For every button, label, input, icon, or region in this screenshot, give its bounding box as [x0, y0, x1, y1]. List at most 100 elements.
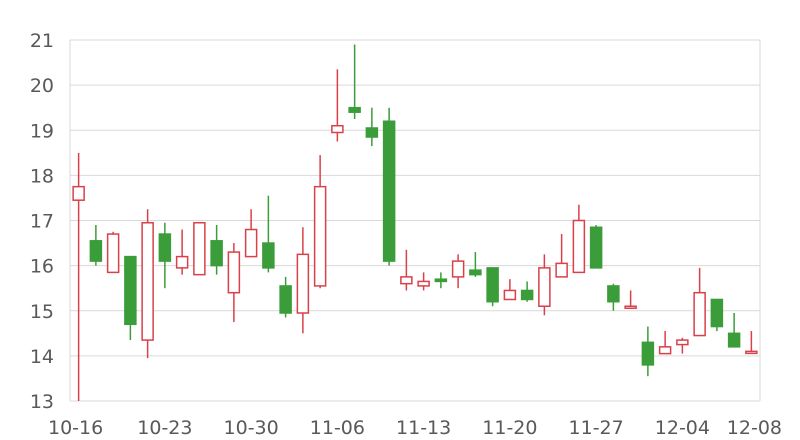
- candle-12-06: [710, 298, 724, 332]
- x-tick-label: 10-16: [48, 417, 103, 439]
- candle-11-08: [365, 107, 379, 147]
- candle-body: [331, 124, 344, 134]
- candle-body: [106, 233, 120, 274]
- x-axis-ticks: 10-16 10-23 10-30 11-06 11-13 11-20 11-27 12-04…: [48, 417, 782, 439]
- candle-10-16: [72, 152, 85, 401]
- y-tick-label: 16: [30, 256, 54, 278]
- candle-body: [89, 240, 103, 262]
- y-tick-label: 17: [30, 211, 54, 233]
- candle-body: [175, 255, 189, 269]
- candle-11-15: [451, 254, 465, 289]
- gridlines: [69, 39, 761, 402]
- candle-body: [745, 350, 758, 355]
- x-tick-label: 11-20: [482, 417, 537, 439]
- candles: [72, 44, 758, 401]
- candle-body: [227, 251, 241, 294]
- candle-body: [538, 267, 551, 307]
- candle-body: [434, 278, 448, 283]
- y-tick-label: 19: [30, 120, 54, 142]
- candle-11-17: [486, 267, 499, 307]
- candle-10-26: [210, 225, 223, 275]
- candle-11-07: [348, 44, 361, 119]
- x-tick-label: 10-23: [137, 417, 192, 439]
- candle-body: [693, 291, 706, 337]
- candle-body: [589, 226, 603, 269]
- candle-10-30: [244, 209, 258, 258]
- candle-body: [486, 267, 499, 303]
- candle-body: [658, 346, 672, 355]
- y-tick-label: 15: [30, 301, 54, 323]
- candle-body: [727, 332, 741, 348]
- candle-10-20: [141, 209, 154, 359]
- x-tick-label: 10-30: [224, 417, 279, 439]
- candle-body: [520, 289, 534, 301]
- candle-11-06: [331, 69, 344, 142]
- candle-11-14: [434, 272, 448, 289]
- candle-body: [572, 219, 586, 274]
- x-tick-label: 11-06: [310, 417, 365, 439]
- candle-12-08: [745, 331, 758, 355]
- candle-11-09: [382, 107, 396, 266]
- candle-10-18: [106, 231, 120, 274]
- candle-body: [313, 185, 327, 287]
- candle-body: [555, 262, 568, 278]
- candle-body: [451, 260, 465, 278]
- candle-body: [244, 228, 258, 258]
- y-tick-label: 21: [30, 30, 54, 52]
- candle-12-05: [693, 267, 706, 337]
- candle-body: [72, 185, 85, 201]
- candle-11-23: [555, 234, 568, 278]
- y-tick-label: 14: [30, 346, 54, 368]
- candle-11-10: [400, 249, 413, 291]
- candle-11-28: [607, 283, 620, 311]
- candle-11-30: [641, 326, 655, 377]
- candle-body: [193, 222, 206, 276]
- candle-11-27: [589, 225, 603, 269]
- candle-10-24: [175, 229, 189, 275]
- candle-body: [348, 106, 361, 113]
- candle-12-04: [676, 337, 689, 354]
- candle-body: [607, 285, 620, 303]
- y-tick-label: 13: [30, 391, 54, 413]
- candle-11-21: [520, 281, 534, 302]
- candle-12-07: [727, 313, 741, 348]
- candle-body: [503, 289, 517, 301]
- candle-body: [400, 276, 413, 285]
- y-tick-label: 20: [30, 75, 54, 97]
- x-tick-label: 12-08: [727, 417, 782, 439]
- candle-11-24: [572, 204, 586, 274]
- candle-body: [279, 285, 292, 314]
- y-tick-label: 18: [30, 165, 54, 187]
- candle-10-23: [158, 222, 172, 289]
- candle-body: [417, 280, 430, 287]
- candle-11-29: [624, 290, 637, 309]
- candle-body: [296, 253, 310, 314]
- x-tick-label: 12-04: [655, 417, 710, 439]
- candle-11-03: [313, 155, 327, 289]
- candle-body: [641, 341, 655, 366]
- candle-body: [382, 120, 396, 262]
- candle-10-27: [227, 243, 241, 323]
- candle-11-20: [503, 279, 517, 301]
- candle-body: [262, 242, 275, 269]
- candle-body: [624, 305, 637, 309]
- candle-10-25: [193, 222, 206, 276]
- candle-11-22: [538, 254, 551, 316]
- candle-body: [158, 233, 172, 262]
- candle-body: [141, 222, 154, 341]
- x-tick-label: 11-13: [396, 417, 451, 439]
- candle-body: [365, 127, 379, 138]
- x-tick-label: 11-27: [569, 417, 624, 439]
- candle-body: [124, 255, 137, 326]
- candle-body: [676, 339, 689, 346]
- candle-10-31: [262, 195, 275, 273]
- candle-12-01: [658, 331, 672, 355]
- candle-10-17: [89, 225, 103, 266]
- candle-body: [210, 240, 223, 267]
- candle-11-16: [469, 252, 482, 277]
- candle-11-13: [417, 272, 430, 291]
- candle-body: [469, 269, 482, 276]
- candle-body: [710, 298, 724, 328]
